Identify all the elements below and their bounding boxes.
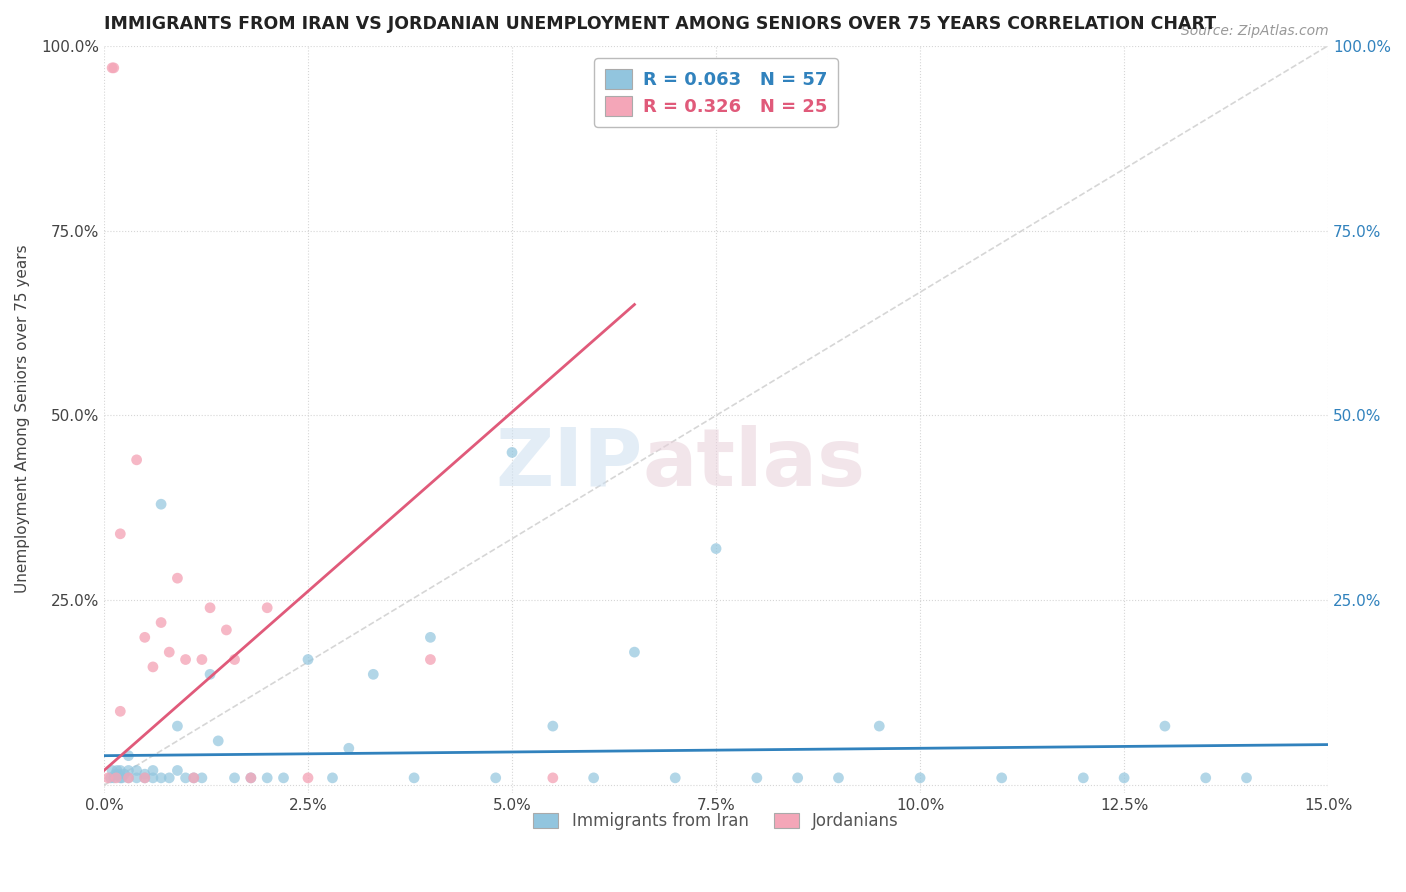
- Point: [745, 771, 768, 785]
- Point: [664, 771, 686, 785]
- Point: [239, 771, 262, 785]
- Point: [1154, 719, 1177, 733]
- Point: [117, 771, 139, 785]
- Point: [134, 767, 156, 781]
- Point: [827, 771, 849, 785]
- Point: [191, 652, 214, 666]
- Point: [183, 771, 205, 785]
- Point: [157, 645, 180, 659]
- Point: [142, 771, 165, 785]
- Point: [273, 771, 295, 785]
- Point: [125, 764, 148, 778]
- Point: [582, 771, 605, 785]
- Point: [868, 719, 890, 733]
- Point: [623, 645, 645, 659]
- Point: [107, 767, 129, 781]
- Text: ZIP: ZIP: [495, 425, 643, 503]
- Point: [117, 764, 139, 778]
- Point: [704, 541, 727, 556]
- Point: [990, 771, 1012, 785]
- Y-axis label: Unemployment Among Seniors over 75 years: Unemployment Among Seniors over 75 years: [15, 244, 30, 593]
- Point: [103, 771, 125, 785]
- Point: [224, 652, 246, 666]
- Point: [110, 526, 132, 541]
- Point: [174, 652, 197, 666]
- Point: [105, 764, 128, 778]
- Point: [103, 61, 125, 75]
- Legend: Immigrants from Iran, Jordanians: Immigrants from Iran, Jordanians: [527, 805, 905, 837]
- Point: [142, 660, 165, 674]
- Point: [150, 615, 173, 630]
- Point: [321, 771, 343, 785]
- Point: [111, 771, 134, 785]
- Point: [1071, 771, 1094, 785]
- Point: [337, 741, 360, 756]
- Point: [105, 771, 128, 785]
- Point: [110, 704, 132, 718]
- Point: [101, 61, 124, 75]
- Point: [485, 771, 508, 785]
- Point: [174, 771, 197, 785]
- Text: Source: ZipAtlas.com: Source: ZipAtlas.com: [1181, 24, 1329, 38]
- Point: [239, 771, 262, 785]
- Point: [117, 771, 139, 785]
- Point: [404, 771, 426, 785]
- Point: [100, 771, 122, 785]
- Point: [256, 771, 278, 785]
- Point: [297, 771, 319, 785]
- Point: [419, 631, 441, 645]
- Point: [166, 719, 188, 733]
- Point: [157, 771, 180, 785]
- Text: atlas: atlas: [643, 425, 866, 503]
- Point: [1114, 771, 1136, 785]
- Point: [541, 771, 564, 785]
- Text: IMMIGRANTS FROM IRAN VS JORDANIAN UNEMPLOYMENT AMONG SENIORS OVER 75 YEARS CORRE: IMMIGRANTS FROM IRAN VS JORDANIAN UNEMPL…: [104, 15, 1216, 33]
- Point: [110, 771, 132, 785]
- Point: [297, 652, 319, 666]
- Point: [198, 667, 221, 681]
- Point: [104, 767, 127, 781]
- Point: [1236, 771, 1258, 785]
- Point: [97, 771, 120, 785]
- Point: [198, 600, 221, 615]
- Point: [166, 764, 188, 778]
- Point: [224, 771, 246, 785]
- Point: [112, 767, 135, 781]
- Point: [150, 771, 173, 785]
- Point: [207, 734, 229, 748]
- Point: [117, 748, 139, 763]
- Point: [1195, 771, 1218, 785]
- Point: [786, 771, 808, 785]
- Point: [166, 571, 188, 585]
- Point: [134, 631, 156, 645]
- Point: [541, 719, 564, 733]
- Point: [134, 771, 156, 785]
- Point: [125, 771, 148, 785]
- Point: [101, 764, 124, 778]
- Point: [908, 771, 931, 785]
- Point: [419, 652, 441, 666]
- Point: [125, 453, 148, 467]
- Point: [215, 623, 238, 637]
- Point: [256, 600, 278, 615]
- Point: [501, 445, 523, 459]
- Point: [110, 764, 132, 778]
- Point: [191, 771, 214, 785]
- Point: [183, 771, 205, 785]
- Point: [142, 764, 165, 778]
- Point: [150, 497, 173, 511]
- Point: [361, 667, 384, 681]
- Point: [134, 771, 156, 785]
